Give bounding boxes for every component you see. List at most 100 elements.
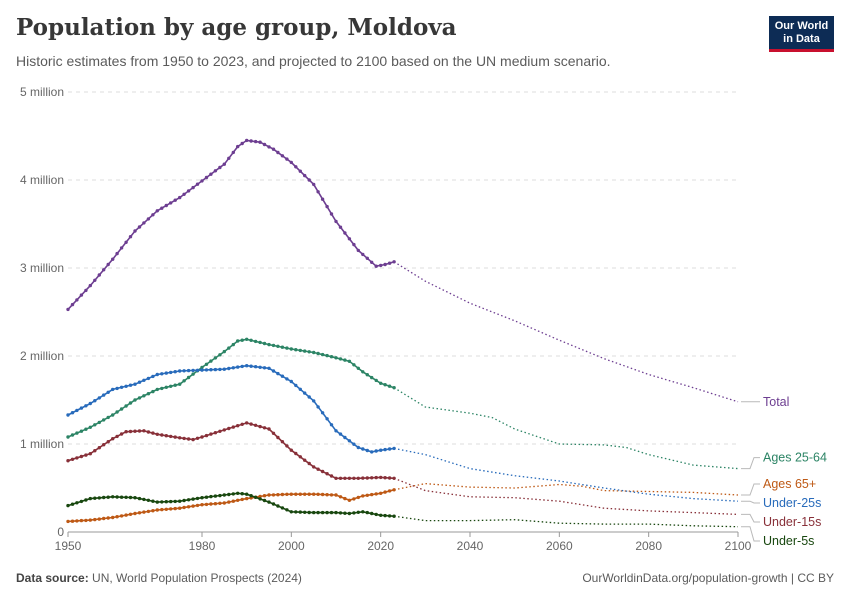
data-point[interactable] xyxy=(312,492,316,496)
data-point[interactable] xyxy=(383,476,387,480)
data-point[interactable] xyxy=(343,496,347,501)
data-point[interactable] xyxy=(218,165,222,170)
data-point[interactable] xyxy=(316,467,320,471)
data-point[interactable] xyxy=(289,379,293,384)
data-point[interactable] xyxy=(75,298,79,302)
data-point[interactable] xyxy=(365,373,369,377)
data-point[interactable] xyxy=(204,362,209,366)
data-point[interactable] xyxy=(111,495,115,499)
data-point[interactable] xyxy=(164,371,168,375)
data-point[interactable] xyxy=(142,378,146,382)
data-point[interactable] xyxy=(155,508,159,512)
data-point[interactable] xyxy=(325,204,329,209)
data-point[interactable] xyxy=(231,499,235,503)
data-point[interactable] xyxy=(88,425,93,429)
data-point[interactable] xyxy=(191,437,195,442)
data-point[interactable] xyxy=(374,475,378,480)
data-point[interactable] xyxy=(329,474,334,478)
data-point[interactable] xyxy=(352,442,356,446)
data-point[interactable] xyxy=(164,203,168,208)
data-point[interactable] xyxy=(195,496,200,501)
data-point[interactable] xyxy=(142,429,146,433)
data-point[interactable] xyxy=(146,392,151,396)
data-point[interactable] xyxy=(392,446,396,451)
data-point[interactable] xyxy=(227,492,231,497)
data-point[interactable] xyxy=(97,273,102,277)
data-point[interactable] xyxy=(97,496,102,500)
data-point[interactable] xyxy=(374,378,378,383)
data-point[interactable] xyxy=(392,488,396,492)
data-point[interactable] xyxy=(267,145,271,149)
data-point[interactable] xyxy=(356,366,360,370)
data-point[interactable] xyxy=(70,519,75,523)
data-point[interactable] xyxy=(365,510,369,515)
data-point[interactable] xyxy=(97,420,102,425)
data-point[interactable] xyxy=(392,386,396,390)
data-point[interactable] xyxy=(352,242,356,247)
data-point[interactable] xyxy=(338,225,343,229)
data-point[interactable] xyxy=(298,492,302,496)
data-point[interactable] xyxy=(102,418,106,422)
data-point[interactable] xyxy=(325,493,329,497)
data-point[interactable] xyxy=(276,435,280,440)
data-point[interactable] xyxy=(133,511,137,516)
data-point[interactable] xyxy=(169,201,173,205)
data-point[interactable] xyxy=(370,476,374,480)
data-point[interactable] xyxy=(119,514,124,518)
data-point[interactable] xyxy=(173,435,177,439)
data-point[interactable] xyxy=(151,374,155,379)
data-point[interactable] xyxy=(195,503,200,508)
data-point[interactable] xyxy=(97,396,102,400)
data-point[interactable] xyxy=(352,476,356,480)
data-point[interactable] xyxy=(97,517,102,521)
data-point[interactable] xyxy=(379,448,383,452)
data-point[interactable] xyxy=(97,446,102,450)
data-point[interactable] xyxy=(195,368,200,372)
data-point[interactable] xyxy=(231,366,235,370)
source-url[interactable]: OurWorldinData.org/population-growth | C… xyxy=(582,571,834,585)
data-point[interactable] xyxy=(307,461,311,466)
data-point[interactable] xyxy=(79,293,84,297)
data-point[interactable] xyxy=(66,435,70,439)
data-point[interactable] xyxy=(307,510,311,515)
data-point[interactable] xyxy=(383,262,387,267)
data-point[interactable] xyxy=(392,476,396,480)
data-point[interactable] xyxy=(169,370,173,375)
data-point[interactable] xyxy=(334,476,338,480)
series-label[interactable]: Under-5s xyxy=(763,534,814,548)
data-point[interactable] xyxy=(88,452,93,456)
data-point[interactable] xyxy=(392,260,396,264)
data-point[interactable] xyxy=(303,349,307,353)
data-point[interactable] xyxy=(160,507,164,512)
data-point[interactable] xyxy=(84,427,88,431)
data-point[interactable] xyxy=(236,424,240,428)
data-point[interactable] xyxy=(186,437,191,441)
data-point[interactable] xyxy=(374,449,378,453)
data-point[interactable] xyxy=(93,278,97,282)
data-point[interactable] xyxy=(285,157,289,161)
data-point[interactable] xyxy=(236,498,240,502)
data-point[interactable] xyxy=(298,510,302,514)
data-point[interactable] xyxy=(285,346,289,350)
series-line-historic[interactable] xyxy=(67,139,395,310)
series-line-projected[interactable] xyxy=(393,387,739,470)
data-point[interactable] xyxy=(115,410,119,414)
data-point[interactable] xyxy=(155,500,159,504)
data-point[interactable] xyxy=(155,387,159,392)
data-point[interactable] xyxy=(115,495,119,499)
data-point[interactable] xyxy=(347,439,352,443)
data-point[interactable] xyxy=(267,366,271,370)
data-point[interactable] xyxy=(240,492,244,496)
data-point[interactable] xyxy=(106,262,110,267)
data-point[interactable] xyxy=(276,493,280,497)
data-point[interactable] xyxy=(334,429,338,433)
data-point[interactable] xyxy=(356,476,360,480)
data-point[interactable] xyxy=(379,513,383,517)
data-point[interactable] xyxy=(307,350,311,354)
data-point[interactable] xyxy=(249,422,253,426)
data-point[interactable] xyxy=(262,498,267,503)
data-point[interactable] xyxy=(334,219,338,224)
data-point[interactable] xyxy=(79,454,84,459)
series-line-projected[interactable] xyxy=(394,515,739,528)
data-point[interactable] xyxy=(84,404,88,408)
